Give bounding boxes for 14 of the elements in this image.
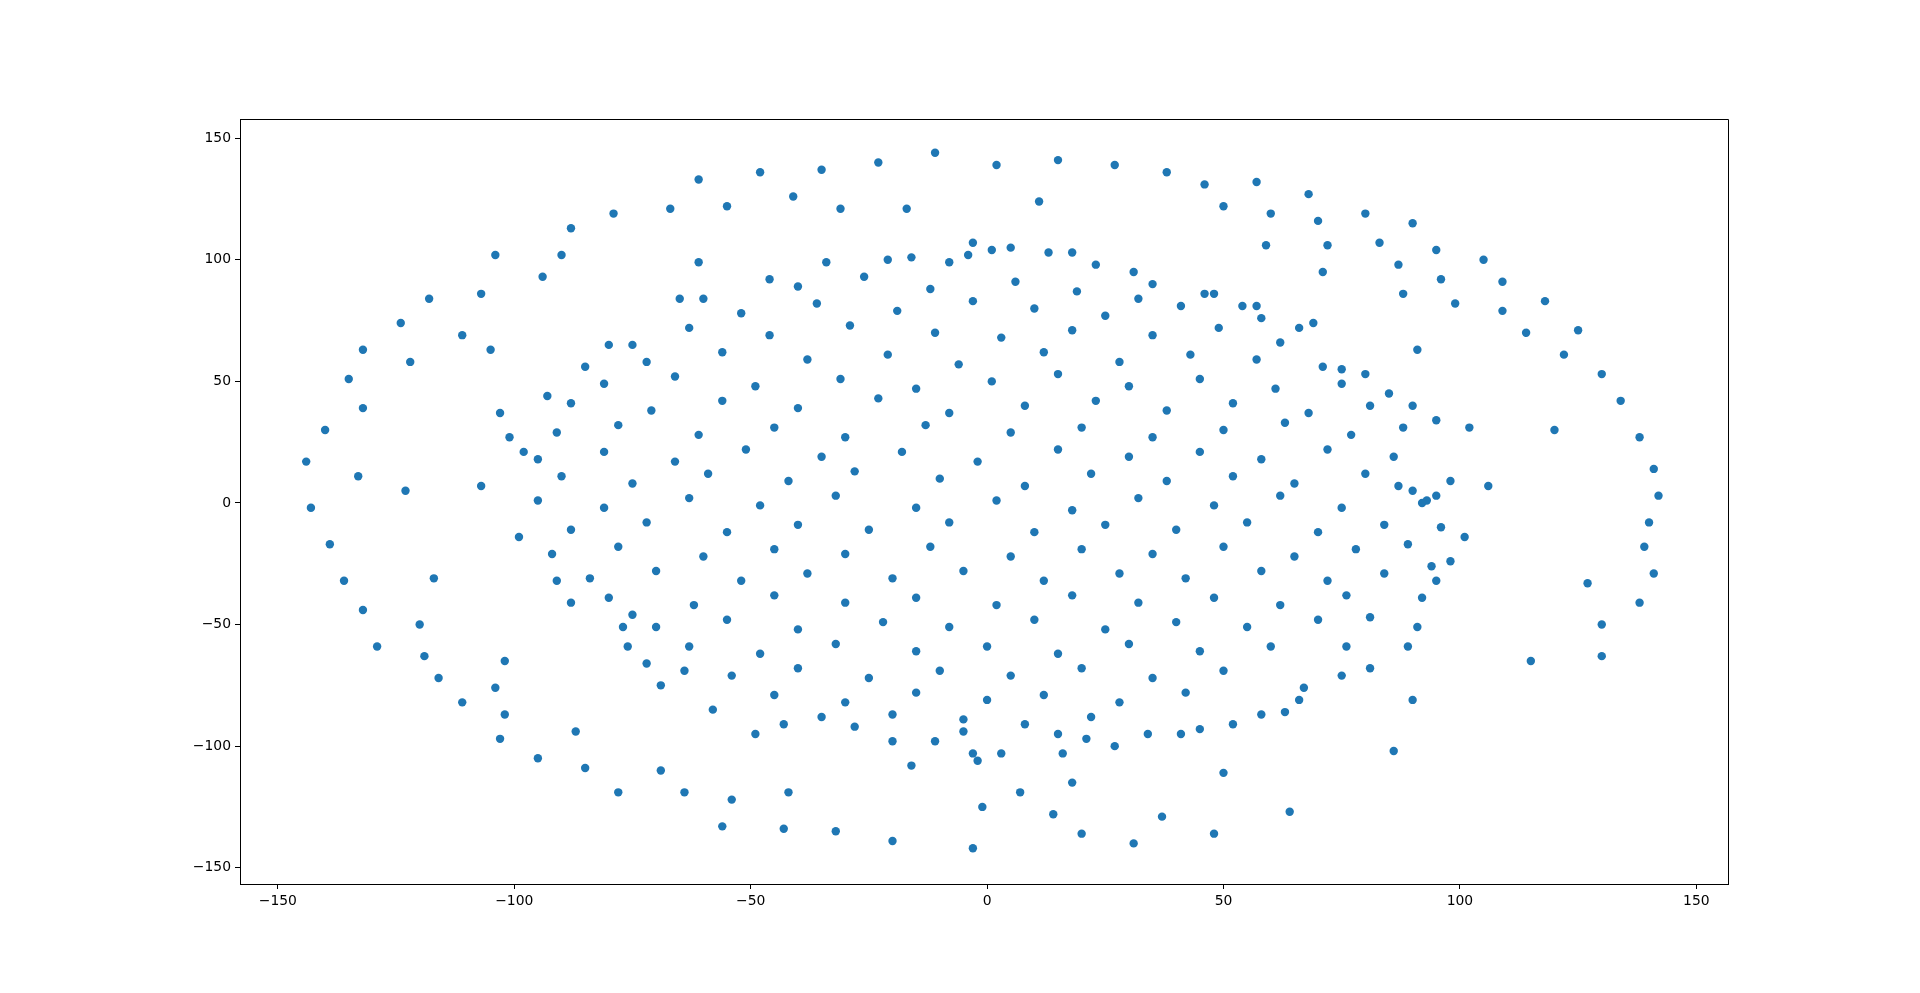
y-tick-label: −150: [192, 858, 231, 875]
y-tick-label: 0: [222, 493, 231, 510]
x-tick-label: 100: [1446, 891, 1474, 908]
x-tick-label: 150: [1683, 891, 1710, 908]
y-tick-label: 150: [204, 128, 231, 145]
y-tick-label: −50: [201, 615, 231, 632]
x-tick-label: −100: [495, 891, 534, 908]
x-tick-label: −50: [735, 891, 766, 908]
x-tick-label: −150: [258, 891, 297, 908]
x-tick-label: 0: [982, 891, 992, 908]
x-tick-label: 50: [1214, 891, 1233, 908]
y-tick-label: 50: [213, 371, 231, 388]
y-tick-label: −100: [192, 736, 231, 753]
y-tick-label: 100: [204, 250, 231, 267]
